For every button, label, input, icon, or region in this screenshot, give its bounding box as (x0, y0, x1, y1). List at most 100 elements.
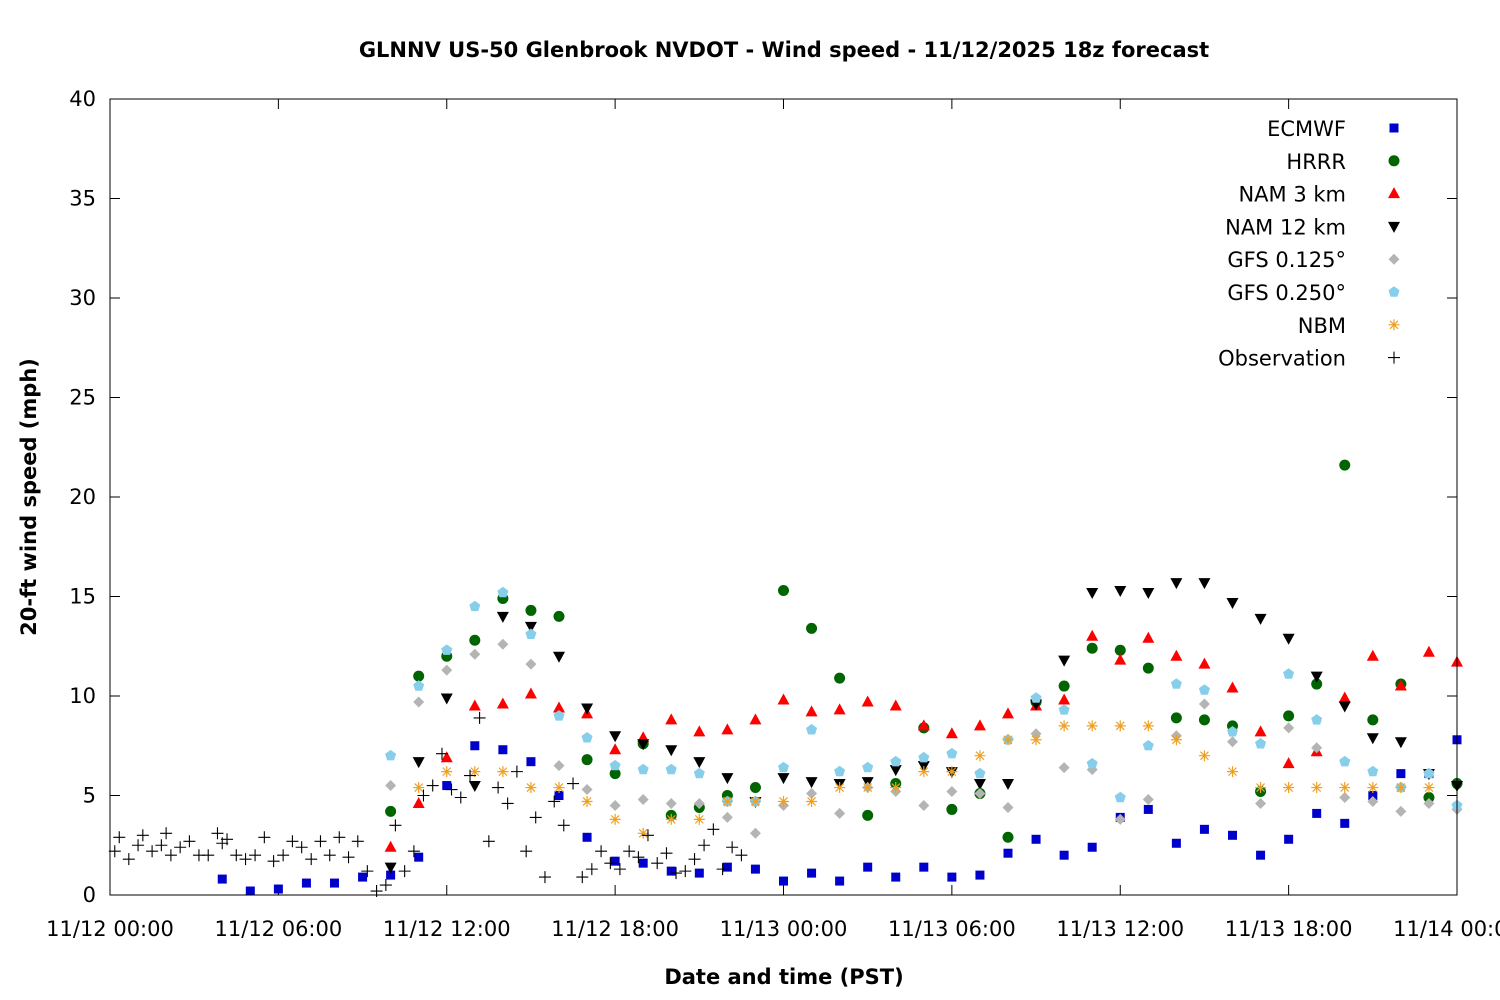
ecmwf-point (1396, 769, 1406, 779)
series-gfs-0-125 (385, 638, 1463, 839)
nam-3-km-point (609, 743, 622, 755)
x-tick-label: 11/13 06:00 (888, 917, 1016, 941)
gfs-0-125-point (665, 797, 677, 809)
y-tick-label: 15 (69, 585, 96, 609)
observation-point (333, 831, 346, 844)
ecmwf-point (582, 832, 592, 842)
observation-point (435, 747, 448, 760)
gfs-0-125-point (806, 788, 818, 800)
axis-ticks: 0 5 10 15 20 25 30 35 40 11/12 00:00 11/12 06:00 11… (46, 87, 1500, 941)
observation-point (398, 865, 411, 878)
nbm-point (834, 782, 846, 794)
legend-label-observation: Observation (1218, 347, 1346, 371)
gfs-0-250-point (1339, 755, 1351, 767)
observation-point (267, 855, 280, 868)
observation-point (716, 863, 729, 876)
nam-3-km-point (1226, 681, 1239, 693)
nbm-point (553, 782, 565, 794)
legend-marker-gfs-0-125 (1388, 253, 1400, 265)
observation-point (595, 845, 608, 858)
observation-point (464, 769, 477, 782)
ecmwf-point (1312, 808, 1322, 818)
nbm-point (1283, 782, 1295, 794)
observation-point (548, 795, 561, 808)
nam-3-km-point (693, 725, 706, 737)
ecmwf-point (414, 852, 424, 862)
nbm-point (609, 813, 621, 825)
gfs-0-125-point (497, 638, 509, 650)
nam-12-km-point (721, 773, 734, 785)
observation-point (295, 841, 308, 854)
nam-12-km-point (1366, 733, 1379, 745)
x-tick-label: 11/13 18:00 (1225, 917, 1353, 941)
nbm-point (974, 750, 986, 762)
observation-point (305, 853, 318, 866)
ecmwf-point (554, 791, 564, 800)
y-tick-label: 25 (69, 386, 96, 410)
gfs-0-250-point (1367, 765, 1379, 777)
gfs-0-250-point (806, 724, 818, 735)
ecmwf-point (301, 878, 311, 888)
nbm-point (525, 782, 537, 794)
x-tick-label: 11/14 00:00 (1393, 917, 1500, 941)
legend-marker-gfs-0-250 (1388, 286, 1400, 297)
nbm-point (1002, 734, 1014, 746)
observation-point (538, 871, 551, 884)
ecmwf-point (442, 781, 452, 791)
nam-3-km-point (496, 697, 509, 709)
nam-12-km-point (384, 862, 397, 874)
gfs-0-125-point (1367, 795, 1379, 807)
gfs-0-250-point (581, 732, 593, 743)
nam-12-km-point (1338, 701, 1351, 713)
nbm-point (581, 795, 593, 807)
gfs-0-125-point (609, 799, 621, 811)
gfs-0-250-point (497, 586, 509, 598)
ecmwf-point (1087, 842, 1097, 852)
observation-point (113, 831, 126, 844)
gfs-0-125-point (441, 664, 453, 676)
ecmwf-point (1256, 850, 1266, 860)
gfs-0-250-point (441, 644, 453, 655)
ecmwf-point (470, 741, 480, 751)
observation-point (660, 847, 673, 860)
observation-point (641, 829, 654, 842)
observation-point (482, 835, 495, 848)
y-tick-label: 35 (69, 187, 96, 211)
gfs-0-250-point (1058, 704, 1070, 715)
observation-point (623, 845, 636, 858)
ecmwf-point (666, 866, 676, 876)
y-tick-label: 20 (69, 485, 96, 509)
observation-point (122, 853, 135, 866)
nam-3-km-point (1142, 631, 1155, 643)
legend-marker-hrrr (1388, 155, 1400, 167)
nam-3-km-point (945, 727, 958, 739)
nbm-point (1030, 734, 1042, 746)
observation-point (679, 865, 692, 878)
nam-3-km-point (721, 723, 734, 735)
observation-point (389, 819, 402, 832)
nbm-point (413, 782, 425, 794)
observation-point (567, 777, 580, 790)
nam-12-km-point (1058, 655, 1071, 667)
gfs-0-125-point (525, 658, 537, 670)
nbm-point (1198, 750, 1210, 762)
gfs-0-125-point (946, 786, 958, 798)
data-points (108, 459, 1463, 898)
gfs-0-250-point (413, 680, 425, 691)
hrrr-point (834, 672, 846, 684)
hrrr-point (1142, 662, 1154, 674)
gfs-0-250-point (1198, 684, 1210, 695)
nbm-point (693, 813, 705, 825)
nbm-point (441, 766, 453, 778)
nbm-point (1058, 720, 1070, 732)
nam-12-km-point (1282, 633, 1295, 645)
nam-3-km-point (1170, 649, 1183, 661)
nam-12-km-point (1002, 779, 1014, 791)
observation-point (351, 835, 364, 848)
gfs-0-250-point (1142, 740, 1154, 751)
hrrr-point (1114, 644, 1126, 656)
gfs-0-250-point (693, 767, 705, 779)
nam-3-km-point (833, 703, 846, 715)
nam-3-km-point (1254, 725, 1267, 737)
